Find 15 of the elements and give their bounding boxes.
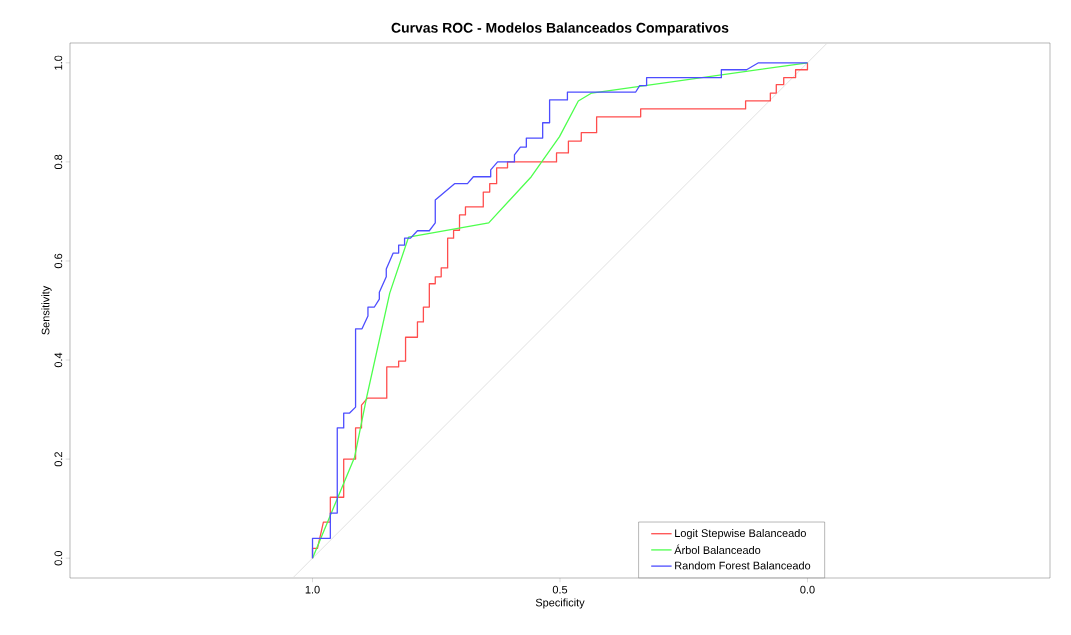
- x-tick-label: 0.5: [552, 585, 568, 594]
- y-tick-label: 1.0: [54, 55, 63, 70]
- y-tick-label: 0.6: [54, 253, 63, 269]
- y-tick-label: 0.2: [54, 452, 63, 467]
- y-tick-label: 0.4: [54, 352, 63, 368]
- x-axis-title: Specificity: [535, 598, 585, 609]
- x-tick-label: 0.0: [800, 585, 815, 594]
- legend-label: Random Forest Balanceado: [675, 561, 811, 570]
- legend-label: Logit Stepwise Balanceado: [675, 529, 806, 540]
- chart-title: Curvas ROC - Modelos Balanceados Comparativos: [391, 22, 729, 36]
- y-tick-label: 0.8: [54, 154, 63, 170]
- legend-label: Árbol Balanceado: [674, 544, 761, 555]
- y-tick-label: 0.0: [54, 551, 63, 566]
- y-axis-title: Sensitivity: [41, 285, 52, 335]
- x-tick-label: 1.0: [305, 585, 320, 594]
